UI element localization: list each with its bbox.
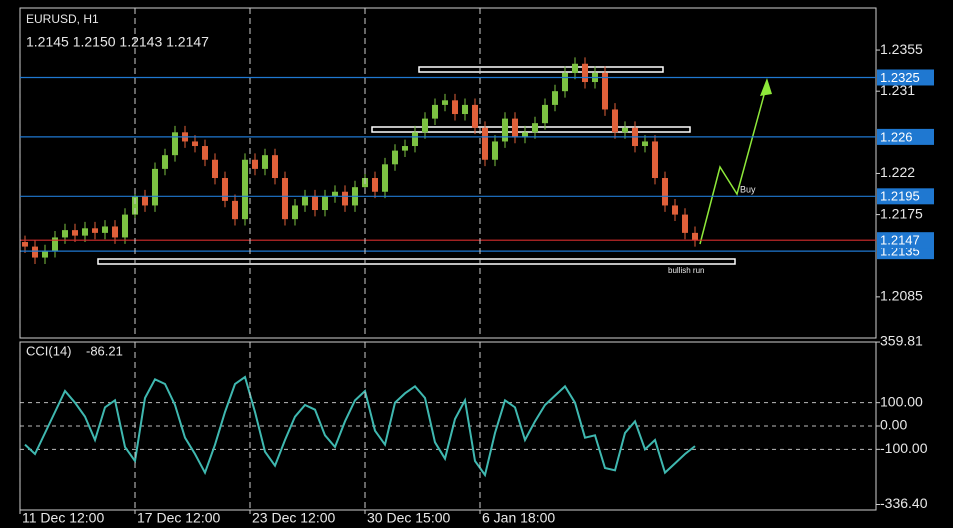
candle-body xyxy=(492,141,498,160)
candle-body xyxy=(582,63,588,83)
candle-body xyxy=(282,178,288,220)
cci-title: CCI(14) xyxy=(26,343,72,358)
candle-body xyxy=(402,146,408,151)
level-label: 1.2325 xyxy=(880,70,920,85)
y-tick-label: 359.81 xyxy=(880,333,923,349)
cci-value: -86.21 xyxy=(86,343,123,358)
x-tick-label: 30 Dec 15:00 xyxy=(367,510,450,526)
candle-body xyxy=(432,104,438,119)
zone-box xyxy=(371,126,691,133)
candle-body xyxy=(552,91,558,105)
arrow-head xyxy=(760,78,772,96)
candle-body xyxy=(452,100,458,115)
level-label-box xyxy=(877,128,934,145)
symbol-title: EURUSD, H1 xyxy=(26,12,99,26)
candle-body xyxy=(222,178,228,201)
candle-body xyxy=(692,232,698,241)
candle-body xyxy=(392,150,398,165)
level-label-box xyxy=(877,188,934,205)
candle-body xyxy=(242,159,248,220)
candle-body xyxy=(272,155,278,179)
candle-body xyxy=(502,118,508,142)
candle-body xyxy=(652,141,658,179)
y-tick-label: 1.2085 xyxy=(880,288,923,304)
candle-body xyxy=(642,141,648,147)
candle-body xyxy=(462,104,468,115)
y-tick-label: 1.2355 xyxy=(880,41,923,57)
level-label-box xyxy=(877,69,934,86)
y-tick-label: 1.222 xyxy=(880,164,915,180)
candle-body xyxy=(302,196,308,206)
zone-box xyxy=(418,66,664,73)
candle-body xyxy=(202,146,208,160)
candle-body xyxy=(162,155,168,169)
candle-body xyxy=(312,196,318,211)
candle-body xyxy=(512,118,518,137)
candle-body xyxy=(92,228,98,233)
candle-body xyxy=(112,226,118,238)
candle-body xyxy=(72,230,78,236)
x-tick-label: 17 Dec 12:00 xyxy=(137,510,220,526)
candle-body xyxy=(522,132,528,137)
candle-body xyxy=(22,242,28,247)
x-tick-label: 23 Dec 12:00 xyxy=(252,510,335,526)
ohlc-readout: 1.2145 1.2150 1.2143 1.2147 xyxy=(26,34,209,50)
price-label-box xyxy=(877,232,934,249)
price-label: 1.2147 xyxy=(880,233,920,248)
level-label: 1.226 xyxy=(880,129,913,144)
y-tick-label: 1.2175 xyxy=(880,205,923,221)
y-tick-label: 100.00 xyxy=(880,393,923,409)
annotation: Buy xyxy=(740,184,756,194)
candle-body xyxy=(152,168,158,206)
y-tick-label: 1.231 xyxy=(880,82,915,98)
y-tick-label: -336.40 xyxy=(880,495,928,511)
candle-body xyxy=(602,72,608,110)
candle-body xyxy=(622,127,628,133)
candle-body xyxy=(102,226,108,233)
candle-body xyxy=(292,205,298,220)
candle-body xyxy=(262,155,268,169)
candle-body xyxy=(482,127,488,160)
candle-body xyxy=(572,63,578,73)
candle-body xyxy=(212,159,218,179)
candle-body xyxy=(62,230,68,238)
candle-body xyxy=(612,109,618,133)
y-tick-label: 0.00 xyxy=(880,417,907,433)
candle-body xyxy=(132,196,138,215)
zone-box xyxy=(97,258,736,265)
candle-body xyxy=(82,228,88,236)
x-tick-label: 6 Jan 18:00 xyxy=(482,510,555,526)
candle-body xyxy=(472,104,478,128)
candle-body xyxy=(422,118,428,133)
cci-line xyxy=(24,375,696,478)
candle-body xyxy=(562,72,568,92)
x-tick-label: 11 Dec 12:00 xyxy=(22,510,104,526)
candle-body xyxy=(322,196,328,211)
candle-body xyxy=(382,164,388,192)
candle-body xyxy=(542,104,548,124)
candle-body xyxy=(122,214,128,238)
candle-body xyxy=(52,237,58,252)
candle-body xyxy=(532,123,538,133)
candle-body xyxy=(342,191,348,206)
candle-body xyxy=(32,246,38,258)
candle-body xyxy=(192,141,198,147)
level-label: 1.2195 xyxy=(880,189,920,204)
candle-body xyxy=(662,178,668,206)
candle-body xyxy=(682,214,688,233)
y-tick-label: -100.00 xyxy=(880,440,928,456)
candle-body xyxy=(332,191,338,197)
annotation: bullish run xyxy=(668,266,704,275)
candle-body xyxy=(232,200,238,220)
candle-body xyxy=(172,132,178,156)
candle-body xyxy=(672,205,678,215)
candle-body xyxy=(252,159,258,169)
candle-body xyxy=(372,178,378,192)
candle-body xyxy=(442,100,448,105)
candle-body xyxy=(42,251,48,258)
candle-body xyxy=(412,132,418,147)
candle-body xyxy=(142,196,148,206)
projection-arrow xyxy=(699,83,768,245)
